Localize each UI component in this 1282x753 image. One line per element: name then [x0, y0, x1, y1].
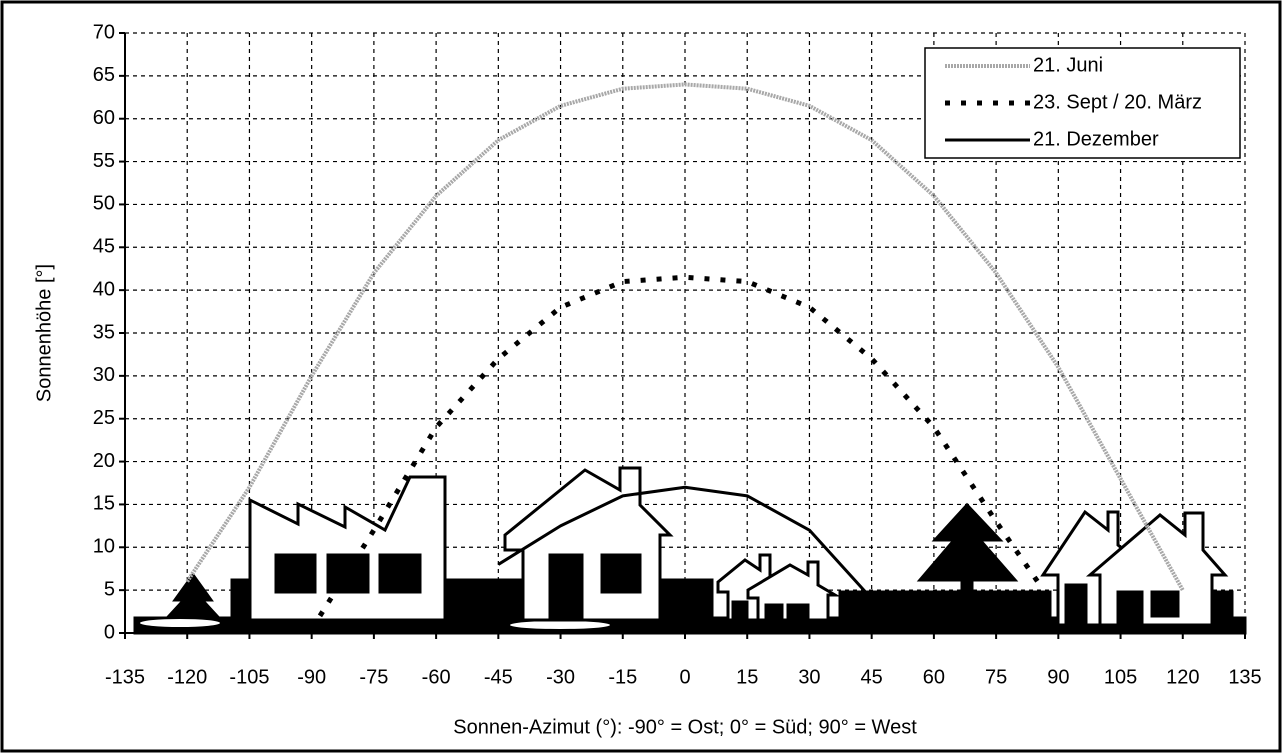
x-tick-label: -90	[297, 666, 326, 688]
legend-label: 23. Sept / 20. März	[1033, 91, 1202, 113]
y-tick-label: 25	[93, 407, 115, 429]
x-tick-label: -60	[422, 666, 451, 688]
y-tick-label: 20	[93, 450, 115, 472]
legend-label: 21. Dezember	[1033, 128, 1159, 150]
x-tick-label: -75	[359, 666, 388, 688]
x-tick-label: 135	[1228, 666, 1261, 688]
x-tick-label: 0	[679, 666, 690, 688]
y-tick-label: 70	[93, 21, 115, 43]
y-tick-label: 50	[93, 193, 115, 215]
x-tick-label: 120	[1166, 666, 1199, 688]
x-tick-label: -120	[167, 666, 207, 688]
y-tick-label: 45	[93, 236, 115, 258]
y-tick-label: 55	[93, 150, 115, 172]
x-tick-label: 30	[798, 666, 820, 688]
y-tick-label: 30	[93, 364, 115, 386]
x-tick-label: -15	[608, 666, 637, 688]
x-tick-label: 75	[985, 666, 1007, 688]
y-axis-title: Sonnenhöhe [°]	[33, 264, 55, 402]
x-tick-label: 90	[1047, 666, 1069, 688]
series-line	[185, 82, 1185, 592]
y-tick-label: 10	[93, 536, 115, 558]
y-tick-label: 0	[104, 621, 115, 643]
x-axis-title: Sonnen-Azimut (°): -90° = Ost; 0° = Süd;…	[453, 716, 917, 738]
x-tick-label: 60	[923, 666, 945, 688]
x-tick-label: -135	[105, 666, 145, 688]
x-tick-label: 105	[1104, 666, 1137, 688]
x-tick-label: -45	[484, 666, 513, 688]
legend-label: 21. Juni	[1033, 54, 1103, 76]
x-tick-label: 45	[861, 666, 883, 688]
x-tick-label: -105	[229, 666, 269, 688]
y-tick-label: 15	[93, 493, 115, 515]
x-tick-label: 15	[736, 666, 758, 688]
y-tick-label: 5	[104, 578, 115, 600]
y-tick-label: 65	[93, 64, 115, 86]
plot-lines	[185, 82, 1185, 618]
y-tick-label: 60	[93, 107, 115, 129]
y-tick-label: 40	[93, 278, 115, 300]
y-tick-label: 35	[93, 321, 115, 343]
x-tick-label: -30	[546, 666, 575, 688]
series-line	[497, 485, 873, 600]
scenery	[133, 466, 1247, 635]
